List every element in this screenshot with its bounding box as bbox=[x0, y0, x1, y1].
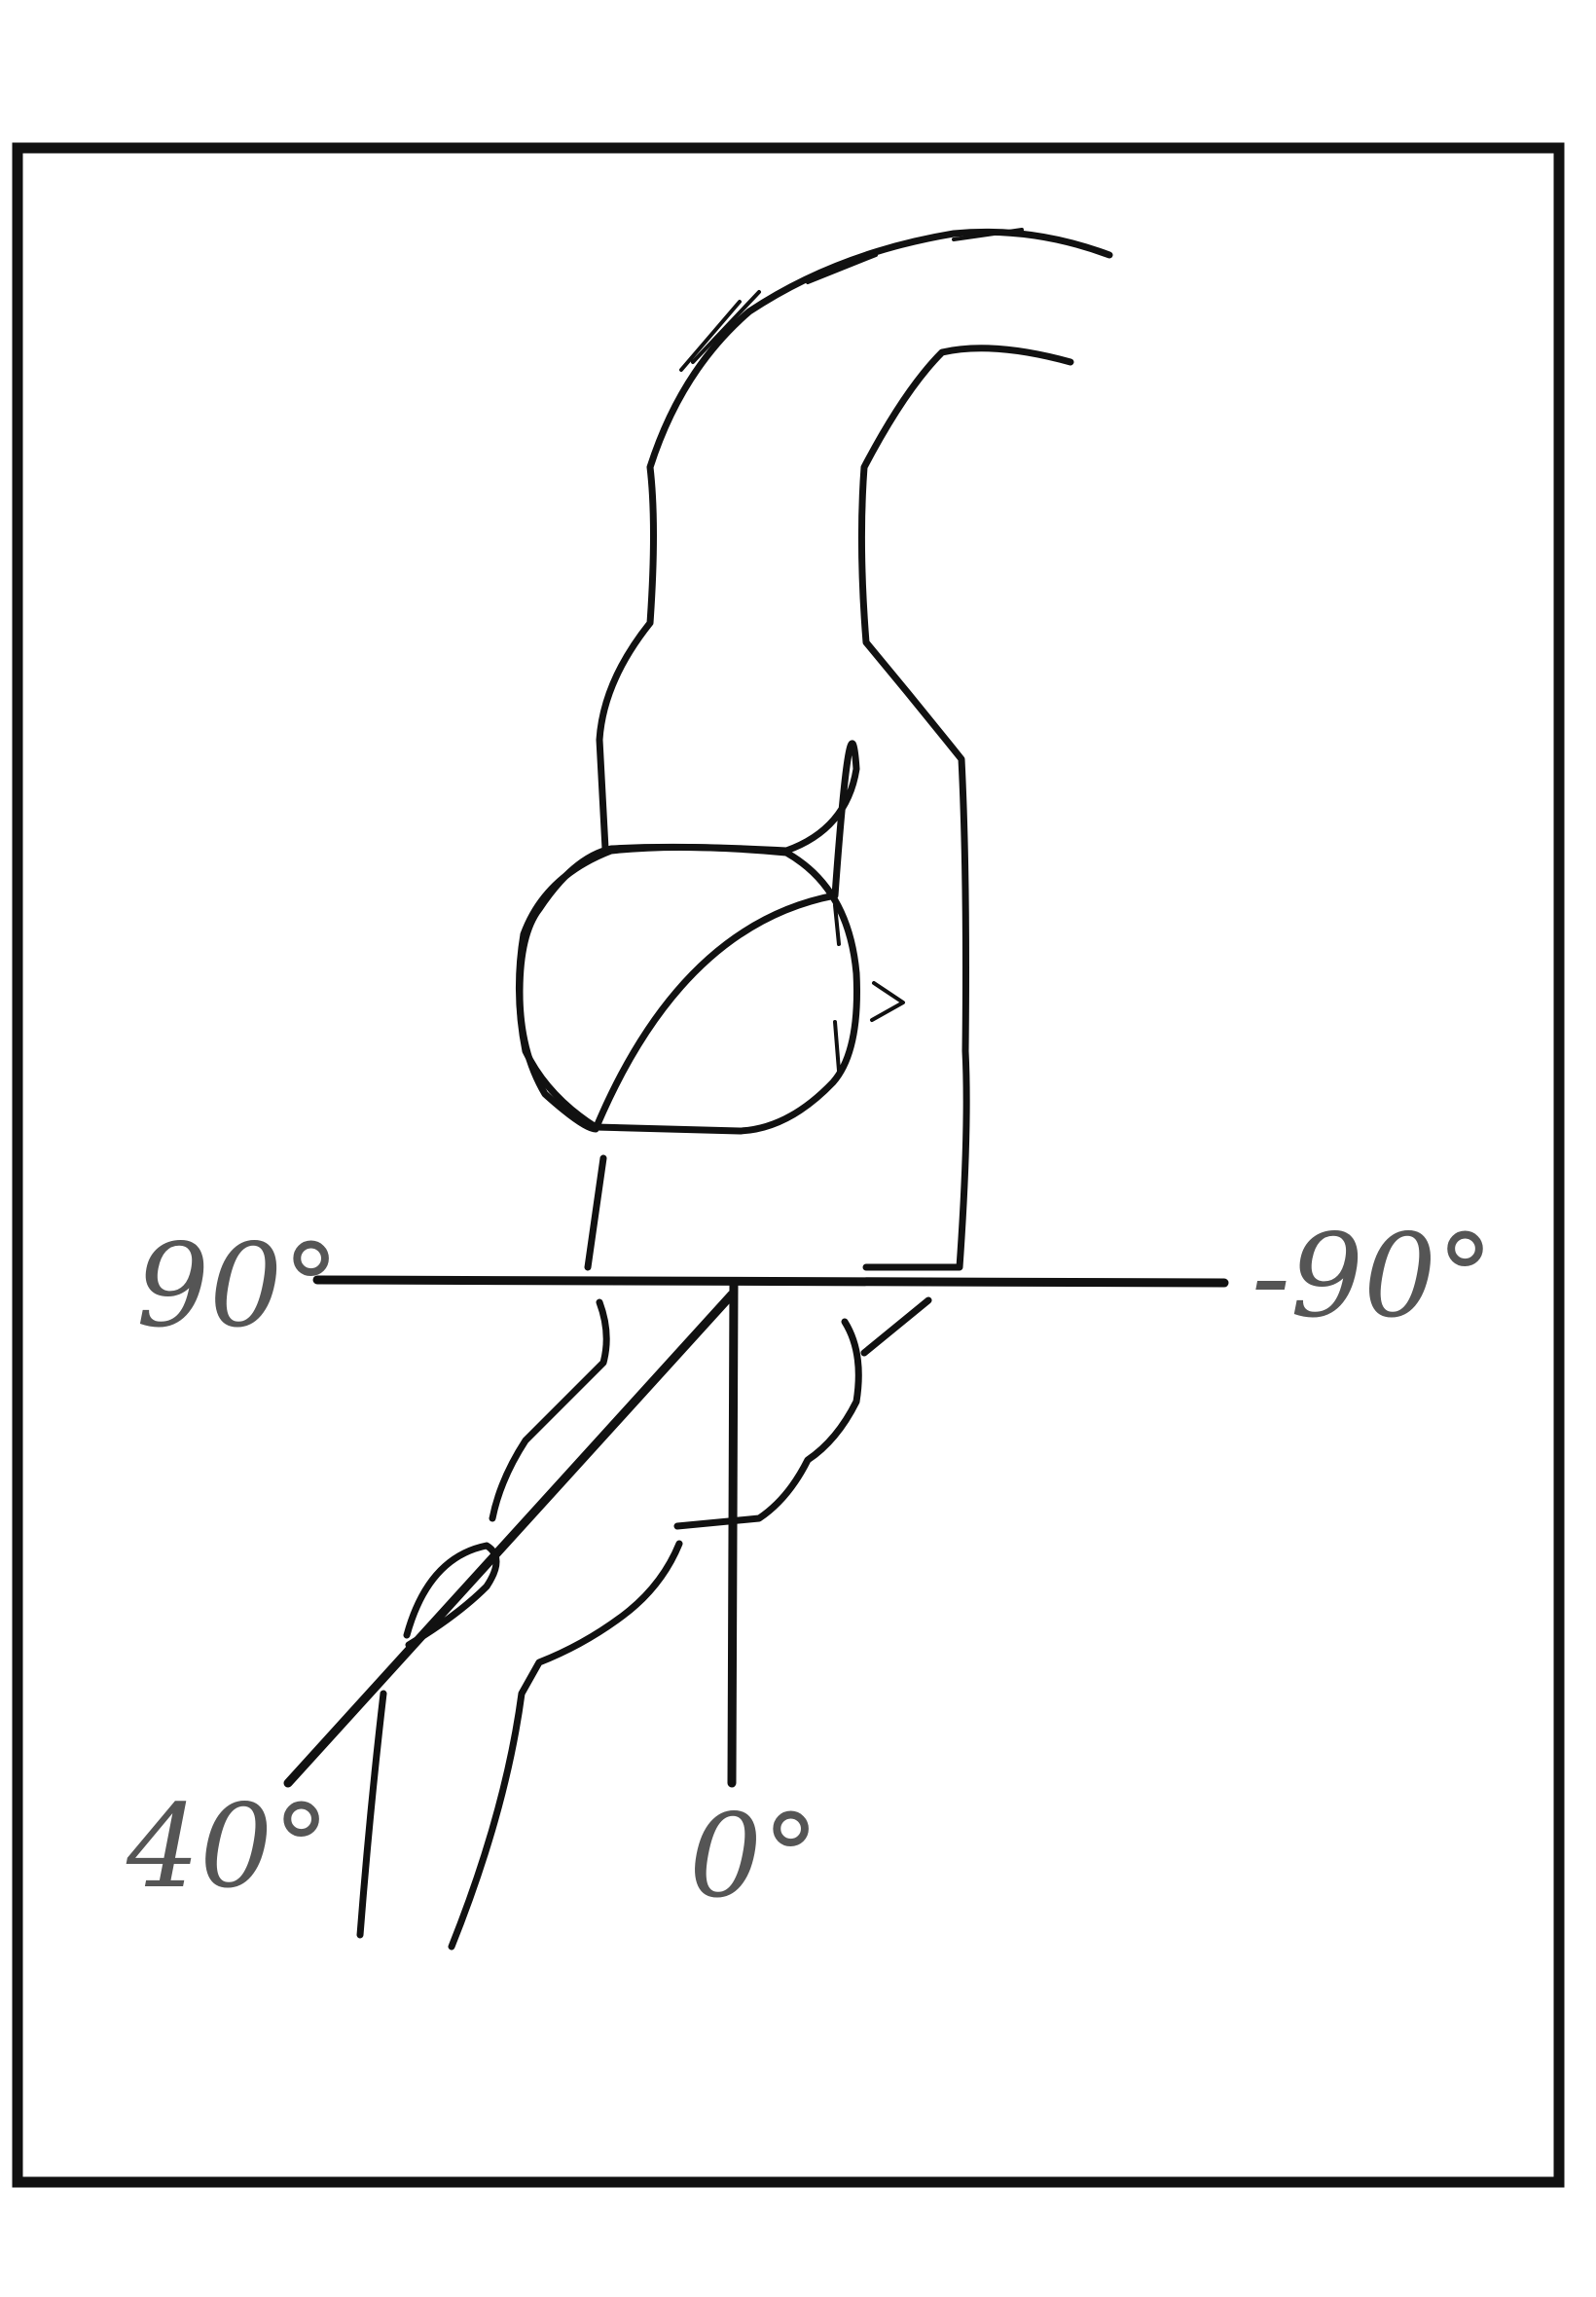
knee bbox=[403, 1542, 500, 1649]
torso-lower-right bbox=[673, 1318, 862, 1530]
nose bbox=[870, 981, 905, 1022]
torso-left bbox=[584, 1154, 607, 1271]
frame-border bbox=[12, 142, 1565, 2188]
label-0-vertical: 0° bbox=[689, 1789, 819, 1923]
torso-lower-left bbox=[489, 1298, 610, 1522]
leg-front bbox=[448, 1540, 683, 1951]
arm-outer-edge bbox=[596, 228, 1113, 853]
torso-side bbox=[860, 1296, 932, 1357]
label-minus-90-right: -90° bbox=[1251, 1209, 1494, 1343]
horizontal-axis-line bbox=[312, 1275, 1229, 1288]
ear-marks bbox=[833, 903, 841, 1073]
hand-shading bbox=[679, 228, 1024, 372]
label-40-diagonal: 40° bbox=[126, 1779, 330, 1914]
arm-inner-edge bbox=[857, 345, 1074, 1271]
label-90-left: 90° bbox=[136, 1219, 340, 1353]
head bbox=[516, 740, 860, 1133]
diagonal-40-line bbox=[283, 1290, 737, 1788]
leg-back bbox=[356, 1690, 387, 1939]
vertical-axis-line bbox=[727, 1278, 739, 1788]
head-outline bbox=[515, 843, 860, 1135]
